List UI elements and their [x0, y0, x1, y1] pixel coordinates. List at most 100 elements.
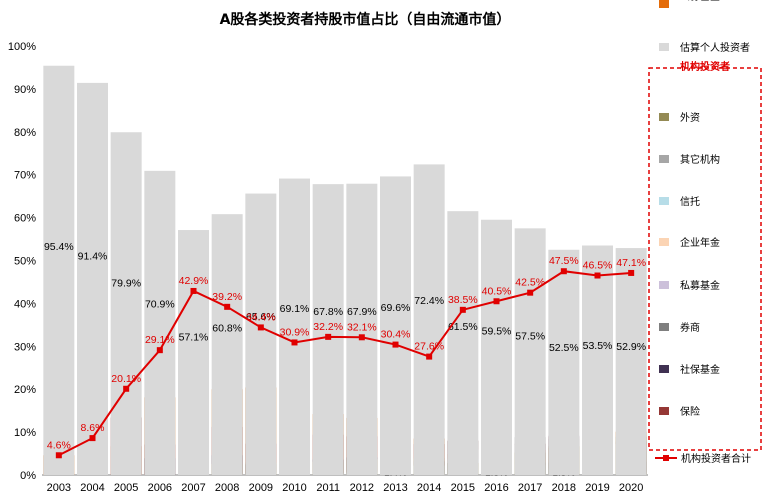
legend-group-label: 机构投资者	[680, 60, 730, 73]
bar-label-geren: 69.1%	[280, 303, 310, 315]
total-line-marker	[156, 347, 163, 354]
legend-swatch-xintuo	[659, 197, 669, 205]
x-tick-label: 2015	[451, 482, 475, 494]
legend-swatch-qiye	[659, 238, 669, 246]
bar-segment-geren	[77, 82, 108, 476]
legend-swatch-baoxian	[659, 407, 669, 415]
total-line-label: 27.6%	[414, 341, 444, 353]
legend-swatch-shebao	[659, 365, 669, 373]
bar-segment-geren	[312, 184, 344, 475]
total-line-marker	[325, 333, 332, 340]
total-line-marker	[55, 452, 62, 459]
total-line-marker	[426, 353, 433, 360]
total-line-label: 4.6%	[47, 439, 71, 451]
total-line-label: 46.5%	[583, 260, 613, 272]
legend-label-simu: 私募基金	[680, 279, 720, 292]
axes: 0% 10% 20% 30% 40% 50% 60% 70% 80% 90% 100% 2003 200…	[8, 41, 648, 494]
y-tick-label: 100%	[8, 41, 36, 53]
x-tick-label: 2011	[316, 482, 340, 494]
y-tick-label: 40%	[14, 298, 36, 310]
bar-label-geren: 60.8%	[212, 323, 242, 335]
total-line-marker	[123, 385, 130, 392]
bar-label-geren: 91.4%	[78, 250, 108, 262]
bar-segment-geren	[413, 164, 445, 476]
x-tick-label: 2012	[350, 482, 374, 494]
bar-segment-geren	[380, 176, 411, 475]
legend-label-gongmu: 公募基金	[680, 0, 720, 3]
bar-label-geren: 70.9%	[145, 299, 175, 311]
total-line-label: 32.1%	[347, 321, 377, 333]
x-tick-label: 2016	[484, 482, 508, 494]
total-line-label: 8.6%	[81, 422, 105, 434]
total-line-marker	[527, 289, 534, 296]
total-line-label: 32.2%	[313, 321, 343, 333]
legend-label-qita: 其它机构	[680, 153, 720, 166]
bar-label-geren: 79.9%	[111, 277, 141, 289]
y-tick-label: 50%	[14, 256, 36, 268]
bar-label-geren: 52.5%	[549, 342, 579, 354]
y-tick-label: 10%	[14, 427, 36, 439]
legend-swatch-waizi	[659, 113, 669, 121]
bar-label-geren: 69.6%	[381, 302, 411, 314]
legend-label-quanshang: 券商	[680, 321, 700, 334]
bar-segment-geren	[279, 178, 310, 475]
y-tick-label: 70%	[14, 170, 36, 182]
total-line-marker	[594, 272, 601, 279]
legend-label-xintuo: 信托	[680, 195, 700, 208]
bar-label-geren: 52.9%	[616, 341, 646, 353]
bar-segment-geren	[43, 65, 75, 475]
total-line-marker	[358, 334, 365, 341]
bar-label-geren: 67.9%	[347, 306, 377, 318]
bar-label-geren: 57.5%	[515, 330, 545, 342]
total-line-path	[58, 270, 632, 457]
total-line-marker	[628, 269, 635, 276]
bar-segment-geren	[346, 183, 378, 476]
legend-label-geren: 估算个人投资者	[680, 41, 750, 54]
x-tick-label: 2020	[619, 482, 643, 494]
total-line-marker	[560, 268, 567, 275]
x-tick-label: 2007	[181, 482, 205, 494]
bar-label-geren: 59.5%	[482, 326, 512, 338]
legend-swatch-gongmu	[659, 0, 669, 8]
bar-label-geren: 53.5%	[583, 340, 613, 352]
bar-segment-geren	[548, 249, 580, 475]
bar-segment-geren	[110, 132, 142, 475]
total-line-label: 42.5%	[515, 277, 545, 289]
x-tick-label: 2019	[585, 482, 609, 494]
y-tick-label: 80%	[14, 127, 36, 139]
y-tick-label: 30%	[14, 341, 36, 353]
total-line-marker	[89, 435, 96, 442]
bar-segment-geren	[514, 228, 546, 475]
total-line-label: 39.2%	[212, 291, 242, 303]
total-line-label: 30.4%	[381, 329, 411, 341]
total-line-marker	[291, 339, 298, 346]
total-line-marker	[257, 324, 264, 331]
y-tick-label: 60%	[14, 213, 36, 225]
bar-segment-geren	[178, 230, 209, 475]
legend-label-baoxian: 保险	[680, 405, 700, 418]
x-tick-label: 2013	[383, 482, 407, 494]
x-tick-label: 2003	[47, 482, 71, 494]
total-line-marker	[224, 303, 231, 310]
institutional-legend-box	[648, 67, 762, 451]
total-line-marker	[392, 341, 399, 348]
bar-segment-geren	[447, 211, 479, 476]
bar-segment-geren	[245, 193, 277, 476]
bar-label-geren: 67.8%	[313, 306, 343, 318]
x-tick-label: 2009	[249, 482, 273, 494]
y-tick-label: 0%	[20, 470, 36, 482]
y-tick-label: 20%	[14, 384, 36, 396]
total-line-marker	[190, 287, 197, 294]
legend-swatch-qita	[659, 155, 669, 163]
total-line-marker	[459, 306, 466, 313]
legend-label-qiye: 企业年金	[680, 236, 720, 249]
total-line-label: 34.4%	[246, 311, 276, 323]
x-tick-label: 2004	[80, 482, 104, 494]
bar-segment-geren	[144, 170, 176, 476]
x-tick-label: 2017	[518, 482, 542, 494]
x-tick-label: 2008	[215, 482, 239, 494]
total-line-label: 42.9%	[179, 275, 209, 287]
legend-swatch-simu	[659, 281, 669, 289]
total-line-label: 29.1%	[145, 334, 175, 346]
bar-label-geren: 95.4%	[44, 241, 74, 253]
